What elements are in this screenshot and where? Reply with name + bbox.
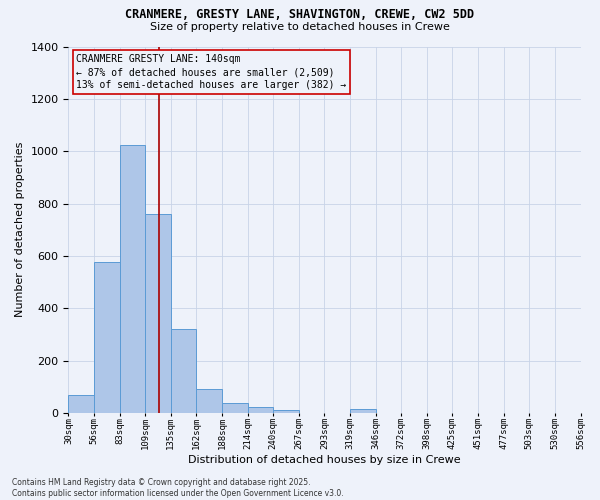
X-axis label: Distribution of detached houses by size in Crewe: Distribution of detached houses by size … [188,455,461,465]
Bar [222,404,248,413]
Text: Size of property relative to detached houses in Crewe: Size of property relative to detached ho… [150,22,450,32]
Text: CRANMERE, GRESTY LANE, SHAVINGTON, CREWE, CW2 5DD: CRANMERE, GRESTY LANE, SHAVINGTON, CREWE… [125,8,475,20]
Bar [273,410,299,413]
Y-axis label: Number of detached properties: Number of detached properties [15,142,25,318]
Bar [68,394,94,413]
Bar [171,330,196,413]
Text: Contains HM Land Registry data © Crown copyright and database right 2025.
Contai: Contains HM Land Registry data © Crown c… [12,478,344,498]
Bar [94,262,119,413]
Bar [119,144,145,413]
Bar [350,409,376,413]
Bar [196,388,222,413]
Bar [248,408,273,413]
Bar [145,214,171,413]
Text: CRANMERE GRESTY LANE: 140sqm
← 87% of detached houses are smaller (2,509)
13% of: CRANMERE GRESTY LANE: 140sqm ← 87% of de… [76,54,346,90]
